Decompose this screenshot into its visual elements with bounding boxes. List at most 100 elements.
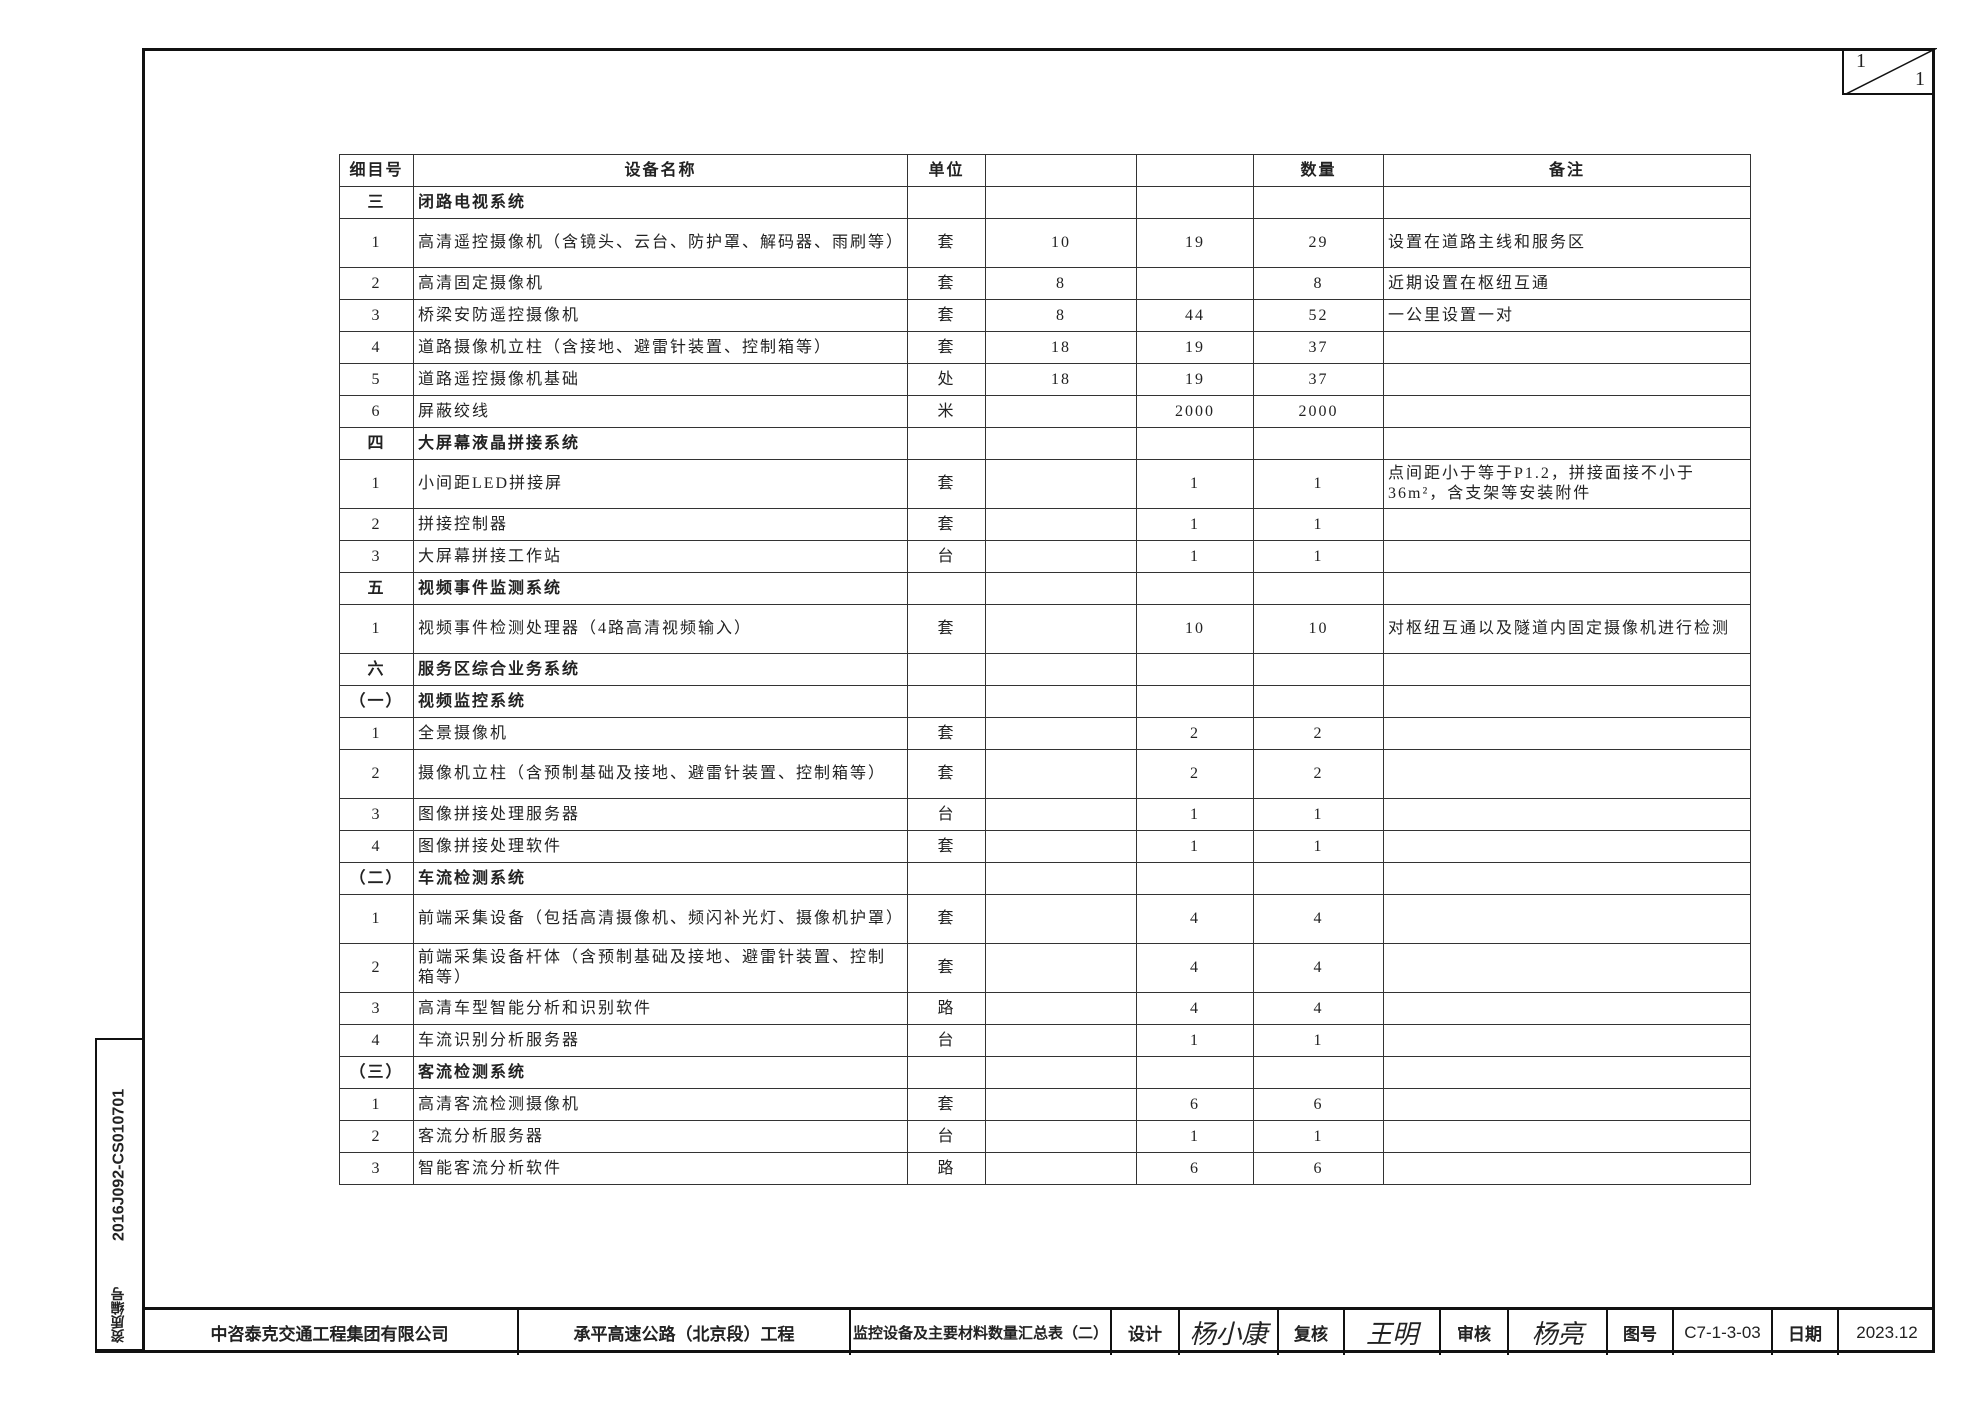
equipment-name-cell: 屏蔽绞线 [413,395,908,428]
equipment-name-cell: 摄像机立柱（含预制基础及接地、避雷针装置、控制箱等） [413,749,908,799]
equipment-name-cell: 视频事件检测处理器（4路高清视频输入） [413,604,908,654]
qualification-code: 2016J092-CS010701 [110,1088,128,1242]
quantity-a-cell [985,992,1137,1025]
quantity-a-cell: 8 [985,267,1137,300]
table-row: 6 屏蔽绞线米 2000 2000 [339,395,1751,428]
quantity-b-cell: 4 [1136,992,1254,1025]
remarks-cell [1383,1120,1751,1153]
unit-cell: 套 [907,717,986,750]
quantity-a-cell [985,572,1137,605]
remarks-cell [1383,685,1751,718]
quantity-a-cell: 10 [985,218,1137,268]
quantity-a-cell [985,894,1137,944]
quantity-a-cell [985,653,1137,686]
equipment-name-cell: 车流检测系统 [413,862,908,895]
equipment-name-cell: 道路摄像机立柱（含接地、避雷针装置、控制箱等） [413,331,908,364]
approve-label: 审核 [1441,1310,1509,1355]
item-no-cell: 4 [339,1024,414,1057]
table-row: 3 图像拼接处理服务器台 1 1 [339,798,1751,831]
table-row: 2 摄像机立柱（含预制基础及接地、避雷针装置、控制箱等）套 2 2 [339,749,1751,799]
equipment-name-cell: 闭路电视系统 [413,186,908,219]
quantity-cell: 4 [1253,992,1384,1025]
quantity-b-cell: 1 [1136,1024,1254,1057]
table-row: 3 大屏幕拼接工作站台 1 1 [339,540,1751,573]
quantity-b-cell: 6 [1136,1152,1254,1185]
quantity-b-cell [1136,267,1254,300]
item-no-cell: 1 [339,717,414,750]
unit-cell: 路 [907,1152,986,1185]
quantity-cell: 8 [1253,267,1384,300]
item-no-cell: 6 [339,395,414,428]
quantity-b-cell [1136,427,1254,460]
project-name: 承平高速公路（北京段）工程 [519,1310,851,1355]
equipment-name-cell: 视频监控系统 [413,685,908,718]
design-label: 设计 [1112,1310,1180,1355]
quantity-cell: 6 [1253,1152,1384,1185]
equipment-name-cell: 前端采集设备（包括高清摄像机、频闪补光灯、摄像机护罩） [413,894,908,944]
unit-cell: 台 [907,540,986,573]
quantity-cell [1253,862,1384,895]
item-no-cell: 1 [339,1088,414,1121]
quantity-cell [1253,427,1384,460]
quantity-cell [1253,1056,1384,1089]
section-row: （二） 车流检测系统 [339,862,1751,895]
remarks-cell [1383,331,1751,364]
quantity-a-cell [985,604,1137,654]
quantity-b-cell [1136,186,1254,219]
drawing-title: 监控设备及主要材料数量汇总表（二） [851,1310,1112,1355]
equipment-name-cell: 图像拼接处理软件 [413,830,908,863]
drawing-frame [142,48,1935,1353]
unit-cell: 米 [907,395,986,428]
item-no-cell: 3 [339,1152,414,1185]
header-unit: 单位 [907,154,986,187]
quantity-a-cell [985,685,1137,718]
remarks-cell [1383,717,1751,750]
unit-cell [907,572,986,605]
remarks-cell: 近期设置在枢纽互通 [1383,267,1751,300]
unit-cell: 套 [907,1088,986,1121]
review-label: 复核 [1279,1310,1345,1355]
header-equipment-name: 设备名称 [413,154,908,187]
item-no-cell: 2 [339,749,414,799]
header-quantity-b [1136,154,1254,187]
review-signature: 王明 [1345,1310,1441,1355]
remarks-cell [1383,798,1751,831]
quantity-cell [1253,685,1384,718]
header-quantity: 数量 [1253,154,1384,187]
item-no-cell: 2 [339,1120,414,1153]
quantity-b-cell: 4 [1136,894,1254,944]
quantity-a-cell [985,540,1137,573]
quantity-b-cell: 44 [1136,299,1254,332]
header-remarks: 备注 [1383,154,1751,187]
equipment-name-cell: 客流检测系统 [413,1056,908,1089]
unit-cell: 套 [907,218,986,268]
quantity-a-cell [985,717,1137,750]
equipment-name-cell: 高清车型智能分析和识别软件 [413,992,908,1025]
section-row: （一） 视频监控系统 [339,685,1751,718]
remarks-cell [1383,749,1751,799]
side-strip: 2016J092-CS010701 资质编号 [95,1038,142,1353]
quantity-a-cell [985,1088,1137,1121]
section-row: 五视频事件监测系统 [339,572,1751,605]
remarks-cell [1383,1024,1751,1057]
section-row: （三） 客流检测系统 [339,1056,1751,1089]
equipment-name-cell: 全景摄像机 [413,717,908,750]
unit-cell: 套 [907,604,986,654]
page-number-box: 1 1 [1842,48,1937,95]
remarks-cell [1383,1088,1751,1121]
unit-cell: 路 [907,992,986,1025]
equipment-name-cell: 道路遥控摄像机基础 [413,363,908,396]
section-row: 六服务区综合业务系统 [339,653,1751,686]
item-no-cell: 3 [339,798,414,831]
quantity-cell: 1 [1253,798,1384,831]
unit-cell: 台 [907,1120,986,1153]
quantity-b-cell: 1 [1136,1120,1254,1153]
equipment-name-cell: 视频事件监测系统 [413,572,908,605]
quantity-a-cell [985,862,1137,895]
quantity-b-cell: 4 [1136,943,1254,993]
table-row: 1 高清遥控摄像机（含镜头、云台、防护罩、解码器、雨刷等）套 10 19 29 设置在道路… [339,218,1751,268]
page-current: 1 [1856,50,1866,72]
equipment-name-cell: 车流识别分析服务器 [413,1024,908,1057]
qualification-label: 资质编号 [97,1281,142,1351]
remarks-cell: 一公里设置一对 [1383,299,1751,332]
